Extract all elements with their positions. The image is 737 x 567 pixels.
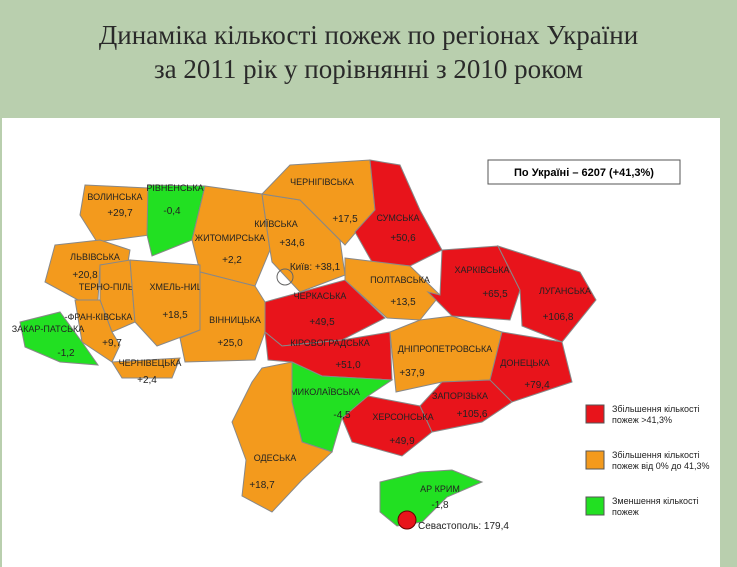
region-value: +51,0 xyxy=(335,360,361,371)
region: ОДЕСЬКА +18,7 xyxy=(231,361,333,513)
region-name: ЗАПОРІЗЬКА xyxy=(432,391,488,401)
region-value: +106,8 xyxy=(543,312,574,323)
region-name: ДНІПРОПЕТРОВСЬКА xyxy=(398,344,493,354)
region-value: +49,9 xyxy=(389,436,415,447)
legend-label: Зменшення кількості xyxy=(612,496,699,506)
region-name: ВІННИЦЬКА xyxy=(209,315,261,325)
region-shape xyxy=(129,259,201,347)
title: Динаміка кількості пожеж по регіонах Укр… xyxy=(0,18,737,86)
region: ХЕРСОНСЬКА +49,9 xyxy=(341,395,434,457)
region: ЗАКАР-ПАТСЬКА -1,2 xyxy=(12,311,100,366)
title-line: за 2011 рік у порівнянні з 2010 роком xyxy=(154,54,583,84)
legend-label: Збільшення кількості xyxy=(612,450,700,460)
region-shape xyxy=(179,271,266,363)
region: ЧЕРНІВЕЦЬКА +2,4 xyxy=(111,357,182,386)
region-name: ЛУГАНСЬКА xyxy=(539,286,591,296)
region-name: ЧЕРНІВЕЦЬКА xyxy=(119,358,182,368)
region-shape xyxy=(19,311,100,366)
region-value: +9,7 xyxy=(102,338,122,349)
region-name: СУМСЬКА xyxy=(376,213,419,223)
region: ВІННИЦЬКА +25,0 xyxy=(179,271,266,363)
region-value: +13,5 xyxy=(390,297,416,308)
region: ВОЛИНСЬКА +29,7 xyxy=(79,184,151,243)
region-value: +37,9 xyxy=(399,368,425,379)
region: ЖИТОМИРСЬКА +2,2 xyxy=(191,185,271,287)
region: РІВНЕНСЬКА -0,4 xyxy=(146,183,206,257)
region-value: +18,7 xyxy=(249,480,275,491)
region: ХМЕЛЬ-НИЦЬКА +18,5 xyxy=(129,259,221,347)
legend-swatch xyxy=(585,404,605,424)
region-value: +50,6 xyxy=(390,233,416,244)
title-line: Динаміка кількості пожеж по регіонах Укр… xyxy=(98,20,639,50)
region-name: КИЇВСЬКА xyxy=(254,219,298,229)
region-name: ВОЛИНСЬКА xyxy=(87,192,142,202)
region-shape xyxy=(99,259,136,333)
region-value: +2,2 xyxy=(222,255,242,266)
region-value: +105,6 xyxy=(457,409,488,420)
legend-swatch xyxy=(585,496,605,516)
region-name: ОДЕСЬКА xyxy=(254,453,297,463)
region-name: ЖИТОМИРСЬКА xyxy=(195,233,265,243)
region-name: ДОНЕЦЬКА xyxy=(500,358,549,368)
sevastopol-label: Севастополь: 179,4 xyxy=(418,521,509,532)
region-value: +79,4 xyxy=(524,380,550,391)
legend-label: пожеж >41,3% xyxy=(612,415,672,425)
region-name: ХЕРСОНСЬКА xyxy=(372,412,433,422)
region-value: +18,5 xyxy=(162,310,188,321)
region-name: ЧЕРНІГІВСЬКА xyxy=(290,177,354,187)
sevastopol-marker xyxy=(397,510,417,530)
region-name: МИКОЛАЇВСЬКА xyxy=(290,387,360,397)
region-shape xyxy=(146,184,206,257)
region-name: ЧЕРКАСЬКА xyxy=(294,291,347,301)
legend-label: пожеж від 0% до 41,3% xyxy=(612,461,710,471)
region-value: -1,8 xyxy=(431,500,449,511)
region-name: РІВНЕНСЬКА xyxy=(146,183,203,193)
region-value: +29,7 xyxy=(107,208,133,219)
legend-label: пожеж xyxy=(612,507,639,517)
total-label: По Україні – 6207 (+41,3%) xyxy=(514,167,654,179)
region-shape xyxy=(231,361,333,513)
region-value: +17,5 xyxy=(332,214,358,225)
region-name: ХМЕЛЬ-НИЦЬКА xyxy=(149,282,220,292)
legend-label: Збільшення кількості xyxy=(612,404,700,414)
region-value: +34,6 xyxy=(279,238,305,249)
region-value: +2,4 xyxy=(137,375,157,386)
region-value: +65,5 xyxy=(482,289,508,300)
region-name: ТЕРНО-ПІЛЬСЬКА xyxy=(79,282,157,292)
region-shape xyxy=(79,184,151,243)
kyiv-city xyxy=(276,268,294,286)
region-value: +25,0 xyxy=(217,338,243,349)
region-name: АР КРИМ xyxy=(420,484,460,494)
region-name: ПОЛТАВСЬКА xyxy=(370,275,430,285)
region-value: -4,5 xyxy=(333,410,351,421)
region-name: ЗАКАР-ПАТСЬКА xyxy=(12,324,85,334)
region-name: ХАРКІВСЬКА xyxy=(454,265,509,275)
legend-swatch xyxy=(585,450,605,470)
region-name: КІРОВОГРАДСЬКА xyxy=(290,338,370,348)
kyiv-label: Київ: +38,1 xyxy=(290,262,341,273)
region-value: +49,5 xyxy=(309,317,335,328)
region-value: -0,4 xyxy=(163,206,181,217)
region-name: ЛЬВІВСЬКА xyxy=(70,252,120,262)
region-value: +20,8 xyxy=(72,270,98,281)
region-shape xyxy=(111,357,181,379)
region-value: -1,2 xyxy=(57,348,75,359)
region-name: ІВ.-ФРАН-КІВСЬКА xyxy=(54,312,133,322)
total-box xyxy=(487,159,681,185)
